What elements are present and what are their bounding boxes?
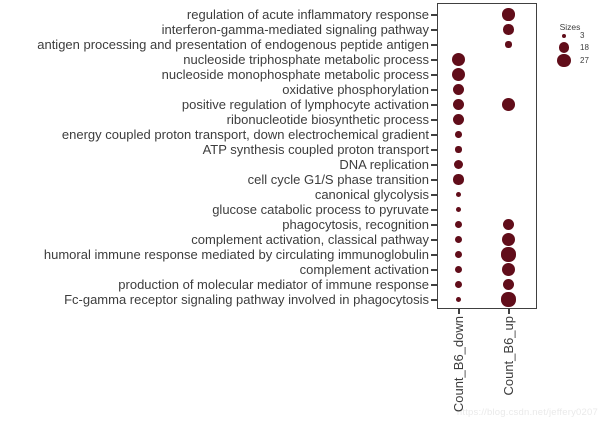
count-dot: [452, 98, 465, 111]
go-term-label: ribonucleotide biosynthetic process: [226, 112, 429, 127]
count-dot: [453, 174, 464, 185]
count-dot: [451, 67, 466, 82]
count-dot: [502, 98, 515, 111]
y-axis-tick: [431, 179, 437, 181]
legend-size-dot: [561, 33, 567, 39]
plot-panel: [437, 3, 537, 309]
legend-size-dot: [558, 42, 570, 53]
count-dot: [452, 83, 465, 96]
count-dot: [501, 232, 516, 247]
count-dot: [455, 296, 461, 302]
count-dot: [454, 265, 463, 274]
count-dot: [503, 24, 514, 35]
go-term-label: DNA replication: [339, 157, 429, 172]
go-term-label: interferon-gamma-mediated signaling path…: [161, 22, 429, 37]
y-axis-tick: [431, 299, 437, 301]
y-axis-tick: [431, 194, 437, 196]
count-dot: [502, 218, 515, 231]
go-term-label: complement activation: [299, 262, 429, 277]
y-axis-tick: [431, 284, 437, 286]
x-axis-tick: [458, 309, 460, 314]
y-axis-tick: [431, 254, 437, 256]
go-term-label: Fc-gamma receptor signaling pathway invo…: [64, 292, 429, 307]
count-dot: [501, 292, 516, 307]
go-term-label: complement activation, classical pathway: [191, 232, 429, 247]
y-axis-tick: [431, 14, 437, 16]
go-term-label: ATP synthesis coupled proton transport: [202, 142, 429, 157]
count-dot: [455, 206, 462, 213]
go-term-label: glucose catabolic process to pyruvate: [212, 202, 429, 217]
y-axis-tick: [431, 44, 437, 46]
go-term-label: nucleoside monophosphate metabolic proce…: [161, 67, 429, 82]
count-dot: [501, 247, 516, 262]
go-term-label: nucleoside triphosphate metabolic proces…: [183, 52, 429, 67]
legend-size-dot: [557, 53, 571, 68]
y-axis-tick: [431, 134, 437, 136]
go-term-label: cell cycle G1/S phase transition: [247, 172, 429, 187]
go-term-label: phagocytosis, recognition: [282, 217, 429, 232]
count-dot: [451, 52, 466, 67]
go-term-label: positive regulation of lymphocyte activa…: [181, 97, 429, 112]
go-term-label: production of molecular mediator of immu…: [118, 277, 429, 292]
y-axis-tick: [431, 164, 437, 166]
go-term-label: energy coupled proton transport, down el…: [61, 127, 429, 142]
legend-title: Sizes: [559, 22, 581, 32]
go-term-label: regulation of acute inflammatory respons…: [186, 7, 429, 22]
count-dot: [453, 114, 464, 125]
x-axis-label: Count_B6_down: [451, 316, 466, 413]
y-axis-tick: [431, 149, 437, 151]
y-axis-tick: [431, 59, 437, 61]
count-dot: [505, 41, 512, 48]
count-dot: [453, 159, 464, 170]
legend-size-label: 18: [580, 42, 589, 52]
count-dot: [455, 191, 461, 197]
go-term-label: canonical glycolysis: [314, 187, 429, 202]
legend-size-label: 3: [580, 31, 585, 40]
y-axis-tick: [431, 224, 437, 226]
y-axis-tick: [431, 209, 437, 211]
y-axis-tick: [431, 104, 437, 106]
count-dot: [454, 220, 463, 229]
count-dot: [455, 146, 462, 153]
count-dot: [502, 278, 515, 291]
count-dot: [454, 235, 463, 244]
watermark-url: https://blog.csdn.net/jeffery0207: [456, 407, 598, 418]
y-axis-tick: [431, 239, 437, 241]
y-axis-tick: [431, 119, 437, 121]
y-axis-tick: [431, 269, 437, 271]
count-dot: [454, 280, 463, 289]
y-axis-tick: [431, 29, 437, 31]
y-axis-tick: [431, 74, 437, 76]
count-dot: [501, 262, 516, 277]
x-axis-tick: [508, 309, 510, 314]
go-term-label: humoral immune response mediated by circ…: [43, 247, 429, 262]
count-dot: [455, 131, 462, 138]
legend-size-label: 27: [580, 55, 589, 65]
go-term-label: antigen processing and presentation of e…: [37, 37, 429, 52]
x-axis-label: Count_B6_up: [501, 316, 516, 396]
count-dot: [454, 250, 463, 259]
count-dot: [502, 8, 515, 21]
y-axis-tick: [431, 89, 437, 91]
go-term-label: oxidative phosphorylation: [282, 82, 429, 97]
